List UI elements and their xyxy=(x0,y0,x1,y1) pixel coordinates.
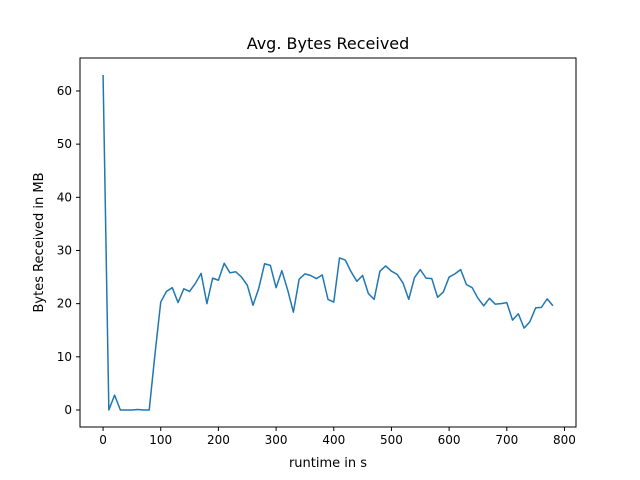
x-tick-label: 300 xyxy=(265,433,288,447)
y-tick-label: 30 xyxy=(57,243,72,257)
x-tick-label: 100 xyxy=(149,433,172,447)
y-tick-label: 20 xyxy=(57,297,72,311)
y-tick-label: 60 xyxy=(57,84,72,98)
x-tick-label: 600 xyxy=(438,433,461,447)
series-line-0 xyxy=(102,74,554,411)
x-tick-label: 700 xyxy=(495,433,518,447)
x-tick-label: 0 xyxy=(99,433,107,447)
chart-title: Avg. Bytes Received xyxy=(247,34,410,53)
x-tick-label: 800 xyxy=(553,433,576,447)
y-tick-label: 40 xyxy=(57,190,72,204)
x-axis-label: runtime in s xyxy=(289,456,367,471)
y-tick-label: 50 xyxy=(57,137,72,151)
x-tick-label: 200 xyxy=(207,433,230,447)
axes-frame xyxy=(79,57,577,428)
x-tick-label: 500 xyxy=(380,433,403,447)
plot-area xyxy=(102,74,554,411)
x-tick-label: 400 xyxy=(322,433,345,447)
y-tick-label: 0 xyxy=(64,403,72,417)
y-tick-label: 10 xyxy=(57,350,72,364)
y-axis-label: Bytes Received in MB xyxy=(32,172,47,312)
